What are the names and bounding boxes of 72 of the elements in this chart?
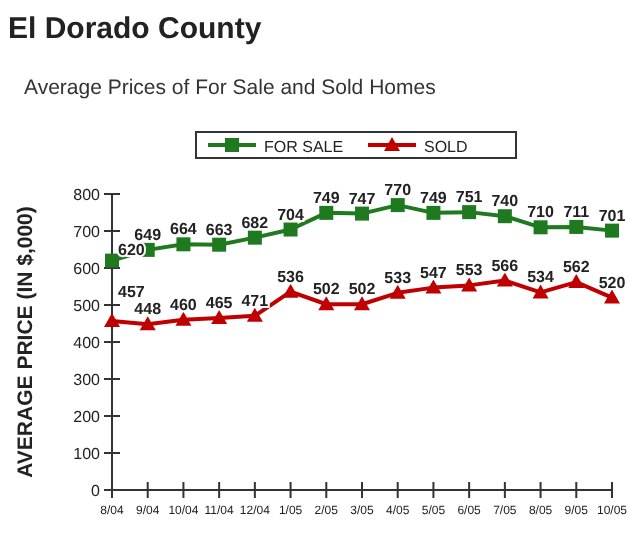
- point: [532, 284, 549, 299]
- data-label: 711: [563, 202, 591, 221]
- point: [569, 219, 584, 234]
- y-tick-label: 0: [91, 482, 102, 500]
- point: [568, 274, 585, 289]
- data-label: 701: [598, 206, 627, 225]
- point: [604, 289, 620, 304]
- data-label: 749: [420, 188, 448, 207]
- data-label: 663: [205, 220, 234, 239]
- data-label: 770: [384, 181, 413, 200]
- data-label: 553: [455, 261, 484, 280]
- point: [247, 230, 262, 245]
- data-label: 547: [420, 263, 448, 282]
- data-label: 457: [118, 282, 146, 301]
- data-label: 460: [170, 295, 198, 314]
- point: [355, 206, 369, 221]
- data-label: 682: [241, 213, 270, 232]
- data-label: 533: [384, 268, 413, 287]
- data-label: 749: [312, 188, 341, 207]
- y-tick-label: 200: [73, 408, 102, 426]
- data-label: 448: [134, 300, 163, 319]
- point: [139, 316, 156, 331]
- point: [354, 296, 370, 311]
- point: [282, 283, 299, 298]
- data-label: 740: [491, 192, 520, 211]
- legend-label: SOLD: [424, 138, 469, 156]
- data-label: 704: [277, 205, 306, 224]
- point: [318, 296, 335, 311]
- point: [497, 209, 512, 224]
- point: [461, 277, 478, 292]
- point: [389, 284, 406, 299]
- data-label: 471: [241, 291, 270, 310]
- data-label: 502: [348, 280, 377, 299]
- y-tick-label: 500: [73, 297, 102, 315]
- point: [212, 237, 227, 252]
- y-tick-label: 600: [73, 260, 102, 278]
- data-label: 751: [455, 188, 484, 207]
- y-tick-label: 300: [73, 371, 102, 389]
- y-tick-label: 100: [73, 445, 102, 463]
- data-label: 465: [205, 293, 234, 312]
- point: [283, 222, 298, 237]
- point: [533, 220, 548, 235]
- data-label: 534: [527, 268, 556, 287]
- y-tick-label: 700: [73, 223, 102, 241]
- data-label: 664: [170, 220, 198, 239]
- data-label: 710: [527, 203, 556, 222]
- y-tick-label: 400: [73, 334, 102, 352]
- point: [104, 312, 120, 327]
- data-label: 747: [348, 189, 377, 208]
- point: [425, 279, 442, 294]
- chart-subtitle: Average Prices of For Sale and Sold Homes: [24, 76, 436, 100]
- point: [426, 205, 441, 220]
- data-label: 520: [598, 273, 627, 292]
- point: [319, 205, 334, 220]
- point: [496, 272, 513, 287]
- chart-title: El Dorado County: [8, 12, 263, 46]
- point: [105, 253, 119, 268]
- data-label: 562: [562, 258, 591, 277]
- point: [462, 205, 477, 220]
- y-tick-label: 800: [73, 186, 102, 204]
- point: [390, 198, 405, 213]
- data-label: 536: [277, 267, 306, 286]
- data-label: 649: [134, 225, 163, 244]
- point: [211, 309, 228, 324]
- y-axis-title: AVERAGE PRICE (IN $,000): [14, 206, 38, 478]
- data-label: 566: [491, 256, 520, 275]
- point: [246, 307, 263, 322]
- data-label: 502: [312, 280, 341, 299]
- point: [605, 223, 619, 238]
- point: [176, 237, 191, 252]
- legend-label: FOR SALE: [264, 138, 344, 156]
- point: [175, 311, 192, 326]
